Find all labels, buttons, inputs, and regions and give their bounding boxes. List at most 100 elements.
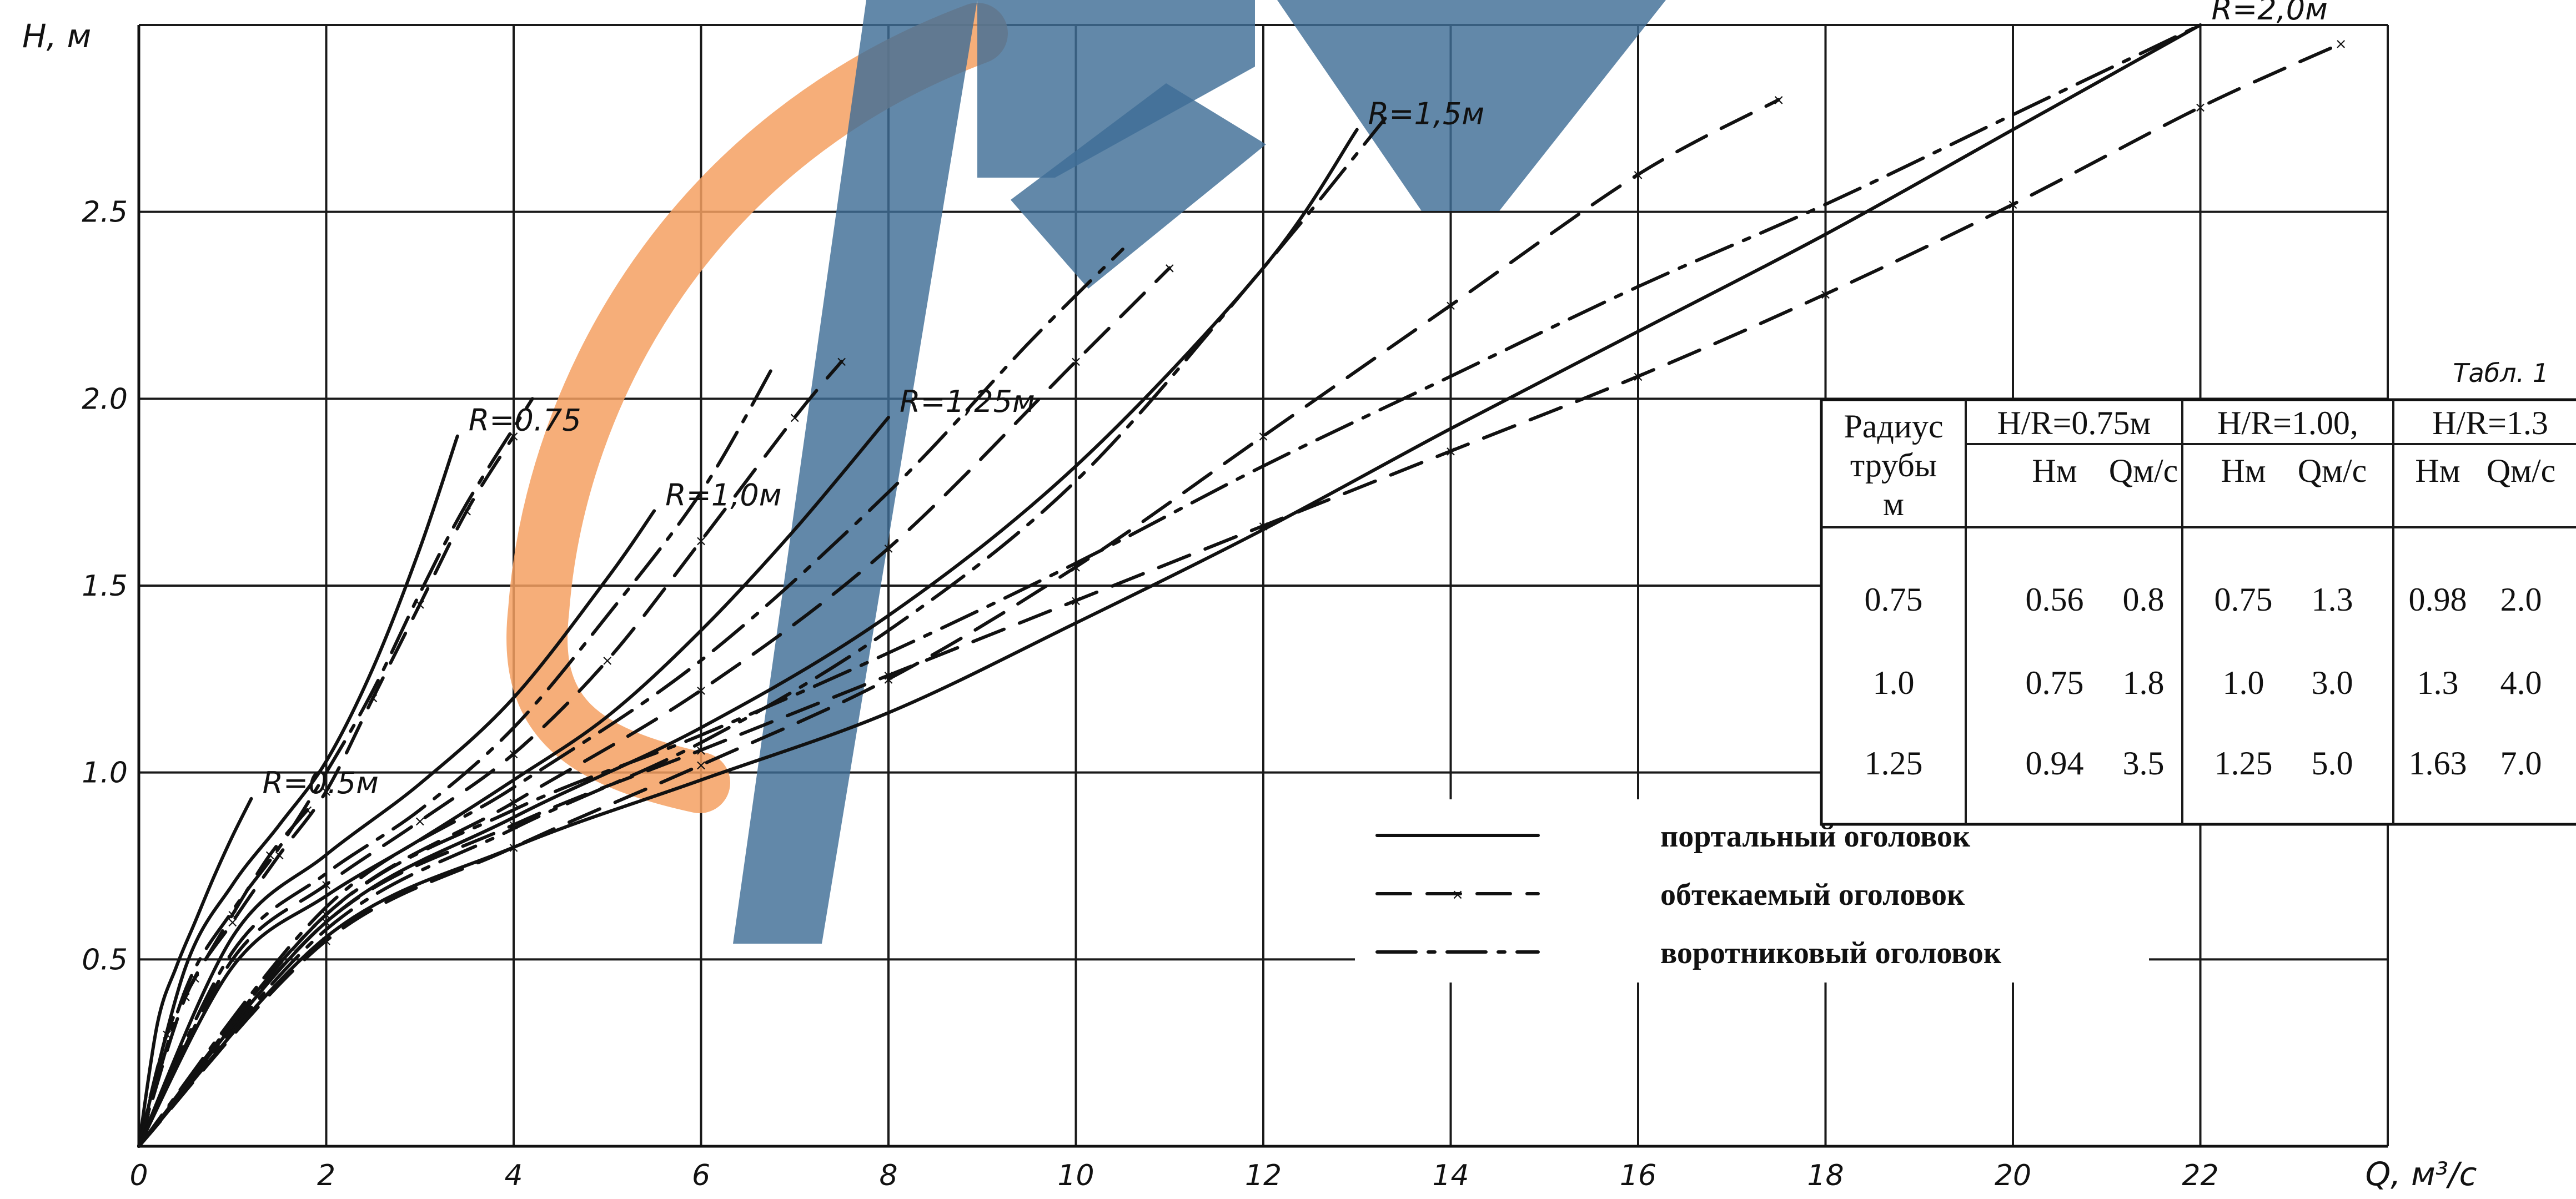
legend: портальный оголовок× обтекаемый оголовокв… — [1355, 799, 2149, 983]
table-group-header: H/R=1.00, — [2217, 405, 2358, 441]
series-point-marker: × — [1772, 92, 1785, 109]
y-axis-title: H, м — [22, 17, 91, 55]
table-cell: 0.98 — [2409, 581, 2467, 618]
table-group-header: H/R=0.75м — [1997, 405, 2151, 441]
series-point-marker: × — [601, 653, 614, 669]
series-point-marker: × — [1257, 518, 1269, 535]
x-tick-label: 6 — [692, 1159, 710, 1192]
table-header-radius: м — [1883, 486, 1904, 522]
series-line — [137, 434, 459, 1148]
legend-point-marker: × — [1452, 886, 1464, 903]
watermark-blue-shape-left — [733, 0, 977, 944]
table-sub-header: Qм/с — [2109, 452, 2178, 489]
x-tick-label: 14 — [1432, 1159, 1469, 1192]
legend-label: обтекаемый оголовок — [1660, 878, 1965, 912]
table-frame — [1820, 398, 2576, 826]
series-point-marker: × — [695, 742, 707, 759]
table-cell: 3.0 — [2312, 664, 2353, 701]
series-line — [137, 434, 515, 1148]
table-cell: 0.75 — [2215, 581, 2273, 618]
series-point-marker: × — [2007, 197, 2019, 213]
series-point-marker: × — [1163, 260, 1176, 277]
y-tick-label: 2.0 — [82, 382, 128, 416]
x-tick-label: 4 — [504, 1159, 523, 1192]
series-point-marker: × — [882, 541, 895, 557]
y-tick-label: 1.0 — [82, 757, 128, 790]
table-header-radius: Радиус — [1844, 408, 1943, 445]
series-line — [137, 98, 1781, 1148]
series-point-marker: × — [320, 933, 333, 950]
y-tick-label: 2.5 — [82, 196, 128, 229]
x-tick-label: 8 — [879, 1159, 897, 1192]
series-point-marker: × — [695, 757, 707, 774]
x-tick-label: 20 — [1995, 1159, 2031, 1192]
table-cell: 1.3 — [2417, 664, 2459, 701]
legend-label: воротниковый оголовок — [1660, 936, 2002, 970]
series-line — [137, 23, 2202, 1148]
watermark-blue-shape-top — [977, 0, 1255, 178]
series-point-marker: × — [227, 914, 239, 931]
curve-label: R=1,25м — [900, 384, 1035, 419]
x-tick-label: 0 — [129, 1159, 148, 1192]
series-point-marker: × — [508, 817, 520, 834]
table-row-radius: 1.0 — [1873, 664, 1915, 701]
series-point-marker: × — [1445, 298, 1457, 314]
series-line — [137, 509, 656, 1148]
table-cell: 2.0 — [2500, 581, 2542, 618]
series-point-marker: × — [320, 783, 333, 800]
curve-label: R=2,0м — [2212, 0, 2328, 27]
curve-label: R=0.5м — [263, 765, 379, 800]
series-point-marker: × — [2195, 99, 2207, 116]
x-axis-title: Q, м³/с — [2366, 1155, 2477, 1193]
table-cell: 5.0 — [2312, 745, 2353, 782]
x-tick-label: 12 — [1245, 1159, 1282, 1192]
curve-label: R=1,5м — [1368, 97, 1484, 132]
series-point-marker: × — [264, 847, 276, 864]
table-cell: 1.63 — [2409, 745, 2467, 782]
table-cell: 7.0 — [2500, 745, 2542, 782]
table-cell: 1.3 — [2312, 581, 2353, 618]
series-point-marker: × — [508, 746, 520, 763]
series-point-marker: × — [882, 668, 895, 684]
table-group-header: H/R=1.3 — [2432, 405, 2548, 441]
series-line — [137, 360, 843, 1148]
series-point-marker: × — [1632, 167, 1644, 183]
series-point-marker: × — [1820, 286, 1832, 303]
series-line — [137, 397, 534, 1148]
series-point-marker: × — [1257, 429, 1269, 445]
series-line — [137, 416, 890, 1148]
table-cell: 1.25 — [2215, 745, 2273, 782]
table-cell: 3.5 — [2123, 745, 2165, 782]
table-sub-header: Qм/с — [2487, 452, 2556, 489]
watermark-logo — [506, 0, 1666, 944]
x-tick-label: 18 — [1807, 1159, 1844, 1192]
table-cell: 0.75 — [2026, 664, 2084, 701]
series-point-marker: × — [1445, 444, 1457, 460]
table-sub-header: Нм — [2032, 452, 2077, 489]
table-row-radius: 1.25 — [1865, 745, 1923, 782]
table-header-radius: трубы — [1850, 447, 1937, 483]
table-sub-header: Нм — [2415, 452, 2460, 489]
series-point-marker: × — [1070, 354, 1082, 370]
series-line — [137, 128, 1359, 1148]
curve-label: R=1,0м — [665, 477, 781, 512]
curves: ××××××××××××××××××××××××××××××××××××××××… — [137, 23, 2347, 1148]
series-line — [137, 360, 778, 1148]
series-point-marker: × — [836, 354, 848, 370]
x-tick-label: 16 — [1620, 1159, 1656, 1192]
x-tick-label: 2 — [317, 1159, 335, 1192]
table-cell: 4.0 — [2500, 664, 2542, 701]
series-point-marker: × — [414, 813, 426, 830]
table-sub-header: Нм — [2221, 452, 2266, 489]
series-point-marker: × — [1632, 369, 1644, 385]
series-line — [137, 248, 1124, 1148]
watermark-blue-shape-mid — [1011, 83, 1266, 289]
table-cell: 0.8 — [2123, 581, 2165, 618]
series-point-marker: × — [695, 533, 707, 550]
curve-label: R=0.75 — [469, 403, 581, 438]
series-point-marker: × — [2335, 36, 2347, 53]
series-point-marker: × — [1070, 593, 1082, 609]
y-tick-label: 0.5 — [82, 943, 128, 976]
series-point-marker: × — [789, 410, 801, 426]
